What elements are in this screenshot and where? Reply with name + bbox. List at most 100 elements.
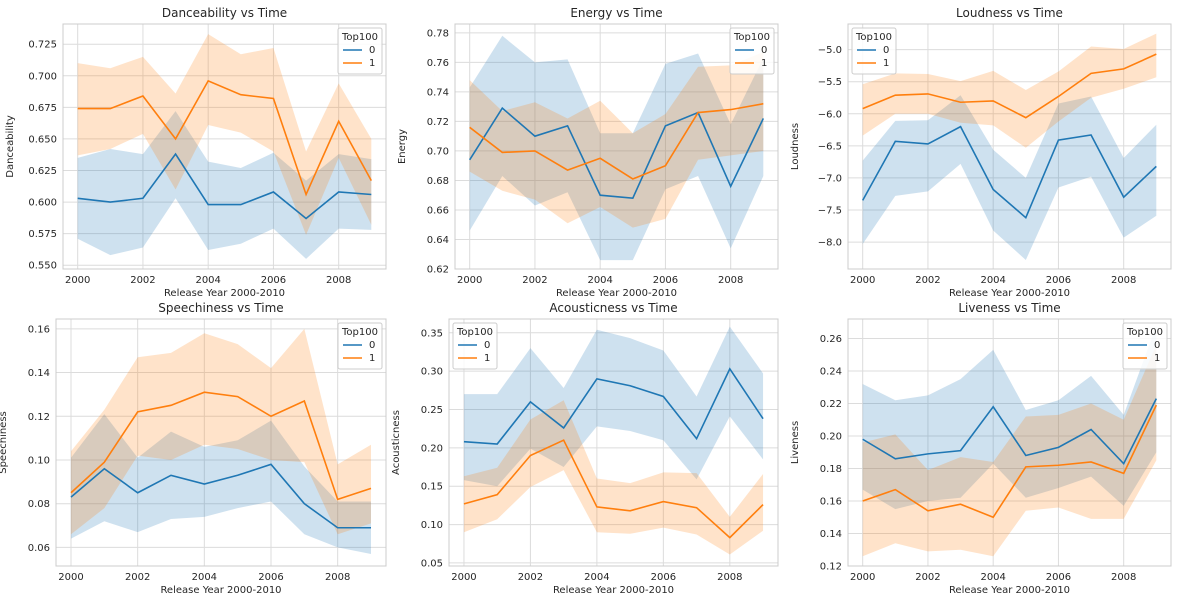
x-tick-label: 2004 [584, 572, 609, 583]
y-tick-label: −7.0 [818, 173, 842, 184]
series-line-1 [862, 404, 1158, 519]
legend-label-1: 1 [883, 58, 889, 69]
legend-label-1: 1 [369, 353, 375, 364]
y-tick-label: 0.16 [820, 497, 842, 508]
x-tick-label: 2004 [587, 275, 612, 286]
x-tick-label: 2002 [130, 275, 155, 286]
y-tick-label: 0.78 [427, 28, 449, 39]
axes-frame [62, 23, 387, 270]
chart-panel-4: 2000 2002 2004 2006 2008 0.06 0.08 0.10 0.12 0.14… [0, 301, 387, 596]
legend-label-1: 1 [484, 353, 490, 364]
legend-title: Top100 [1126, 327, 1163, 338]
chart-title: Acousticness vs Time [549, 301, 677, 315]
axes-frame [55, 318, 387, 567]
series-line-1 [862, 53, 1157, 119]
legend: Top100 0 1 [337, 27, 383, 75]
series-line-0 [862, 398, 1158, 466]
confidence-band-0 [469, 35, 764, 261]
plot-area [56, 319, 386, 566]
y-tick-label: 0.76 [427, 58, 449, 69]
y-tick-label: 0.14 [820, 529, 842, 540]
legend-title: Top100 [855, 32, 892, 43]
series-line-1 [77, 79, 373, 197]
x-tick-label: 2000 [451, 572, 476, 583]
y-axis-label: Speechiness [0, 411, 9, 474]
y-tick-label: 0.20 [421, 443, 443, 454]
chart-panel-5: 2000 2002 2004 2006 2008 0.05 0.10 0.15 0.20 0.25… [391, 301, 779, 596]
y-tick-label: −5.0 [818, 45, 842, 56]
legend-label-0: 0 [883, 45, 889, 56]
plot-area [848, 319, 1171, 566]
confidence-band-1 [71, 328, 371, 535]
y-tick-label: 0.62 [427, 265, 449, 276]
chart-panel-3: 2000 2002 2004 2006 2008 −8.0 −7.5 −7.0 −6.5 −6.0… [790, 6, 1172, 299]
confidence-band-0 [71, 414, 371, 554]
confidence-band-0 [77, 111, 372, 259]
x-tick-label: 2006 [1046, 572, 1071, 583]
x-tick-label: 2002 [915, 572, 940, 583]
plot-area [63, 24, 386, 269]
y-tick-label: 0.26 [820, 334, 842, 345]
y-tick-label: 0.72 [427, 117, 449, 128]
x-tick-label: 2002 [915, 275, 940, 286]
x-tick-label: 2006 [1046, 275, 1071, 286]
series-line-0 [861, 125, 1157, 220]
x-axis-label: Release Year 2000-2010 [553, 585, 674, 596]
confidence-band-1 [862, 33, 1157, 148]
legend: Top100 0 1 [337, 322, 383, 370]
y-tick-label: 0.650 [28, 134, 57, 145]
x-tick-label: 2006 [653, 275, 678, 286]
x-axis-label: Release Year 2000-2010 [949, 288, 1070, 299]
legend-label-0: 0 [1154, 340, 1160, 351]
series-line-0 [469, 106, 765, 200]
confidence-band-1 [469, 52, 764, 228]
x-tick-label: 2006 [651, 572, 676, 583]
x-tick-label: 2000 [850, 275, 875, 286]
y-tick-label: 0.25 [421, 405, 443, 416]
chart-panel-6: 2000 2002 2004 2006 2008 0.12 0.14 0.16 0.18 0.20… [790, 301, 1172, 596]
confidence-band-0 [463, 326, 764, 487]
y-tick-label: −6.0 [818, 109, 842, 120]
x-tick-label: 2008 [1111, 572, 1136, 583]
y-tick-label: 0.575 [28, 229, 57, 240]
y-tick-label: 0.74 [427, 87, 449, 98]
y-tick-label: 0.20 [820, 432, 842, 443]
chart-title: Speechiness vs Time [158, 301, 283, 315]
legend-title: Top100 [733, 32, 770, 43]
x-tick-label: 2004 [980, 572, 1005, 583]
axes-frame [448, 318, 779, 567]
y-tick-label: 0.64 [427, 235, 449, 246]
y-axis-label: Loudness [790, 123, 801, 170]
series-line-0 [70, 463, 371, 529]
x-axis-label: Release Year 2000-2010 [949, 585, 1070, 596]
y-tick-label: 0.68 [427, 176, 449, 187]
legend: Top100 0 1 [1122, 322, 1168, 370]
legend-title: Top100 [456, 327, 493, 338]
y-tick-label: −5.5 [818, 77, 842, 88]
legend-label-0: 0 [369, 340, 375, 351]
axes-frame [847, 23, 1172, 270]
y-tick-label: 0.05 [421, 558, 443, 569]
y-tick-label: 0.14 [28, 368, 50, 379]
legend-title: Top100 [341, 327, 378, 338]
axes-frame [847, 318, 1172, 567]
y-tick-label: 0.35 [421, 328, 443, 339]
y-tick-label: 0.16 [28, 324, 50, 335]
y-tick-label: 0.06 [28, 543, 50, 554]
legend-title: Top100 [341, 32, 378, 43]
legend-label-0: 0 [484, 340, 490, 351]
legend-label-0: 0 [761, 45, 767, 56]
confidence-band-1 [862, 345, 1157, 557]
chart-panel-1: 2000 2002 2004 2006 2008 0.550 0.575 0.600 0.625… [5, 6, 387, 299]
y-tick-label: 0.10 [421, 520, 443, 531]
series-line-1 [463, 439, 764, 539]
y-tick-label: 0.550 [28, 261, 57, 272]
y-tick-label: 0.625 [28, 166, 57, 177]
x-tick-label: 2006 [258, 572, 283, 583]
x-tick-label: 2000 [457, 275, 482, 286]
y-tick-label: −6.5 [818, 141, 842, 152]
x-tick-label: 2008 [718, 275, 743, 286]
chart-title: Danceability vs Time [162, 6, 287, 20]
y-axis-label: Energy [397, 129, 408, 164]
